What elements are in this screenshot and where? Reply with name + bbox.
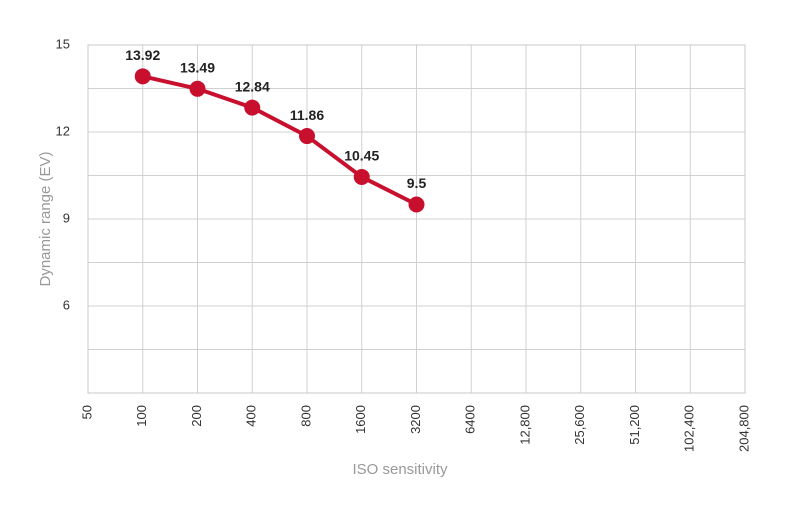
x-tick-label: 6400 [463,405,478,434]
data-label: 13.49 [180,59,215,75]
point [353,168,370,185]
point [244,99,261,116]
x-tick-label: 204,800 [736,405,751,452]
x-tick-label: 102,400 [682,405,697,452]
y-tick-label: 15 [56,36,70,51]
point [134,68,151,85]
data-label: 13.92 [125,47,160,63]
x-tick-label: 3200 [408,405,423,434]
y-tick-label: 6 [63,297,70,312]
x-axis-title: ISO sensitivity [352,461,448,478]
x-tick-label: 200 [189,405,204,427]
point [408,196,425,213]
x-tick-label: 12,800 [517,405,532,445]
y-tick-label: 12 [56,123,70,138]
y-tick-label: 9 [63,210,70,225]
data-label: 11.86 [290,107,324,123]
x-tick-label: 800 [298,405,313,427]
x-tick-label: 1600 [353,405,368,434]
data-label: 9.5 [407,175,427,191]
plot-frame [87,44,746,394]
y-axis-title: Dynamic range (EV) [37,151,54,286]
x-tick-label: 400 [244,405,259,427]
line [142,74,418,207]
data-label: 12.84 [235,78,270,94]
data-label: 10.45 [344,148,379,164]
point [189,80,206,97]
x-tick-label: 25,600 [572,405,587,445]
point [299,128,315,145]
x-tick-label: 50 [79,405,94,419]
x-tick-label: 100 [134,405,149,427]
x-tick-label: 51,200 [627,405,642,445]
